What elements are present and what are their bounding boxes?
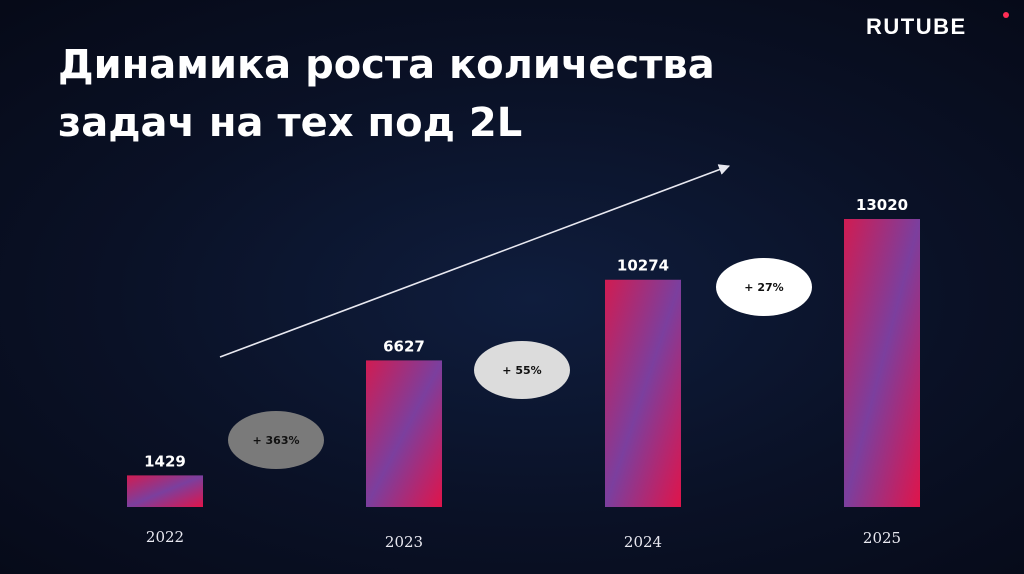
- x-tick-label-2024: 2024: [624, 533, 662, 551]
- trend-arrow: [219, 164, 731, 358]
- rutube-logo: RUTUBE: [866, 14, 967, 39]
- growth-bubble-2: [474, 341, 570, 399]
- logo-dot-icon: [1003, 12, 1009, 18]
- bar-value-2022: 1429: [144, 452, 186, 470]
- bar-2025: [844, 219, 920, 507]
- bar-value-2023: 6627: [383, 337, 425, 355]
- bar-2024: [605, 279, 681, 507]
- x-tick-label-2022: 2022: [146, 528, 184, 546]
- growth-label-1: + 363%: [252, 434, 299, 447]
- x-tick-label-2025: 2025: [863, 529, 901, 547]
- bar-2022: [127, 475, 203, 507]
- growth-bubble-3: [716, 258, 812, 316]
- page-title: Динамика роста количества задач на тех п…: [58, 36, 758, 152]
- bar-value-2024: 10274: [617, 257, 669, 275]
- growth-label-2: + 55%: [502, 364, 541, 377]
- growth-bubble-1: [228, 411, 324, 469]
- bar-2023: [366, 360, 442, 507]
- x-tick-label-2023: 2023: [385, 533, 423, 551]
- bar-value-2025: 13020: [856, 196, 908, 214]
- title-line-2: задач на тех под 2L: [58, 100, 523, 146]
- title-line-1: Динамика роста количества: [58, 42, 715, 88]
- growth-label-3: + 27%: [744, 281, 783, 294]
